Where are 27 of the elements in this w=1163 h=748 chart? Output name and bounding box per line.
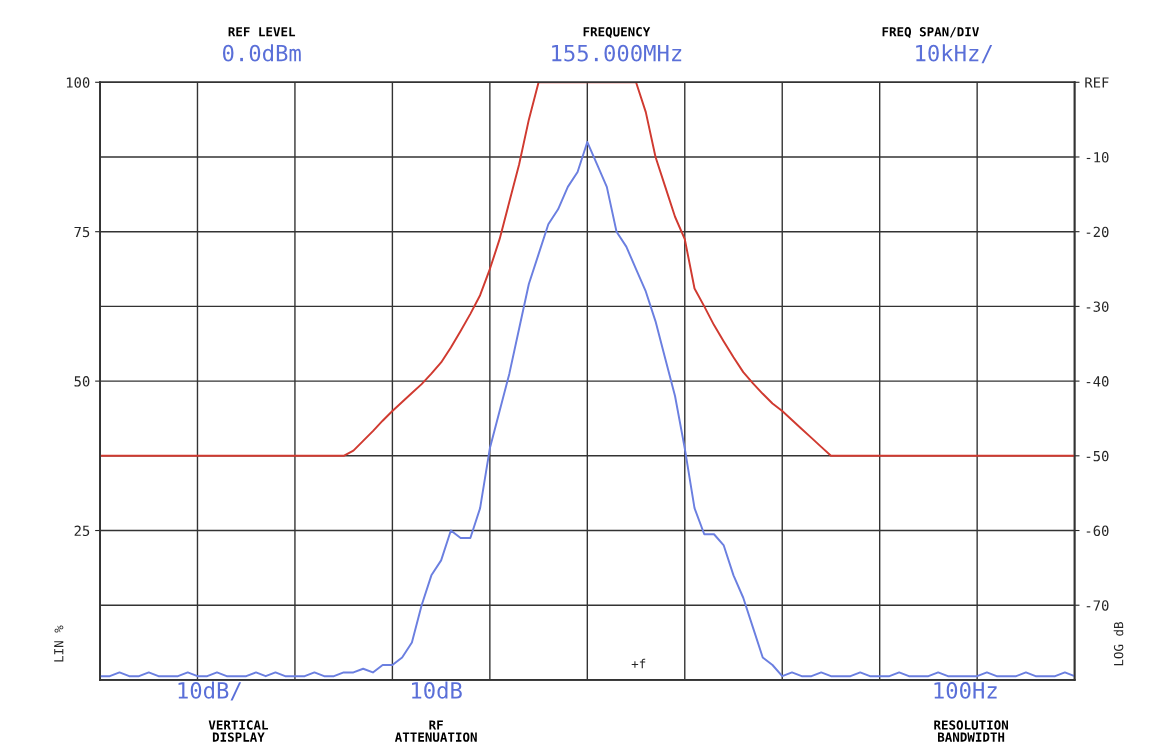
text: RF ATTENUATION	[394, 720, 477, 742]
y2-tick-label: -50	[1086, 450, 1109, 462]
y-tick-label: 75	[74, 226, 90, 238]
y2-tick-label: -10	[1086, 151, 1109, 163]
text: REF LEVEL	[228, 27, 296, 37]
text: 100Hz	[934, 682, 997, 699]
y-tick-label: 100	[66, 77, 90, 88]
y2-tick-label: -60	[1086, 525, 1109, 537]
annotation: +f	[631, 658, 646, 669]
text: 0.0dBm	[222, 44, 301, 62]
y2-tick-label: -70	[1086, 600, 1109, 611]
text: FREQUENCY	[583, 27, 651, 39]
text: 10dB/	[178, 681, 242, 701]
text: 10dB	[412, 681, 462, 699]
y2-tick-label: -20	[1086, 226, 1109, 238]
y2-tick-label: REF	[1085, 77, 1109, 88]
text: FREQ SPAN/DIV	[882, 27, 979, 39]
text: 10kHz/	[916, 44, 993, 64]
y2-tick-label: -40	[1086, 376, 1109, 387]
y-axis-title: LIN %	[54, 625, 64, 662]
y-tick-label: 25	[74, 525, 90, 537]
text: 155.000MHz	[552, 44, 682, 62]
text: VERTICAL DISPLAY	[208, 720, 269, 742]
y-tick-label: 50	[74, 376, 90, 387]
y2-tick-label: -30	[1086, 301, 1109, 312]
y2-axis-title: LOG dB	[1113, 622, 1124, 666]
text: RESOLUTION BANDWIDTH	[934, 720, 1008, 742]
